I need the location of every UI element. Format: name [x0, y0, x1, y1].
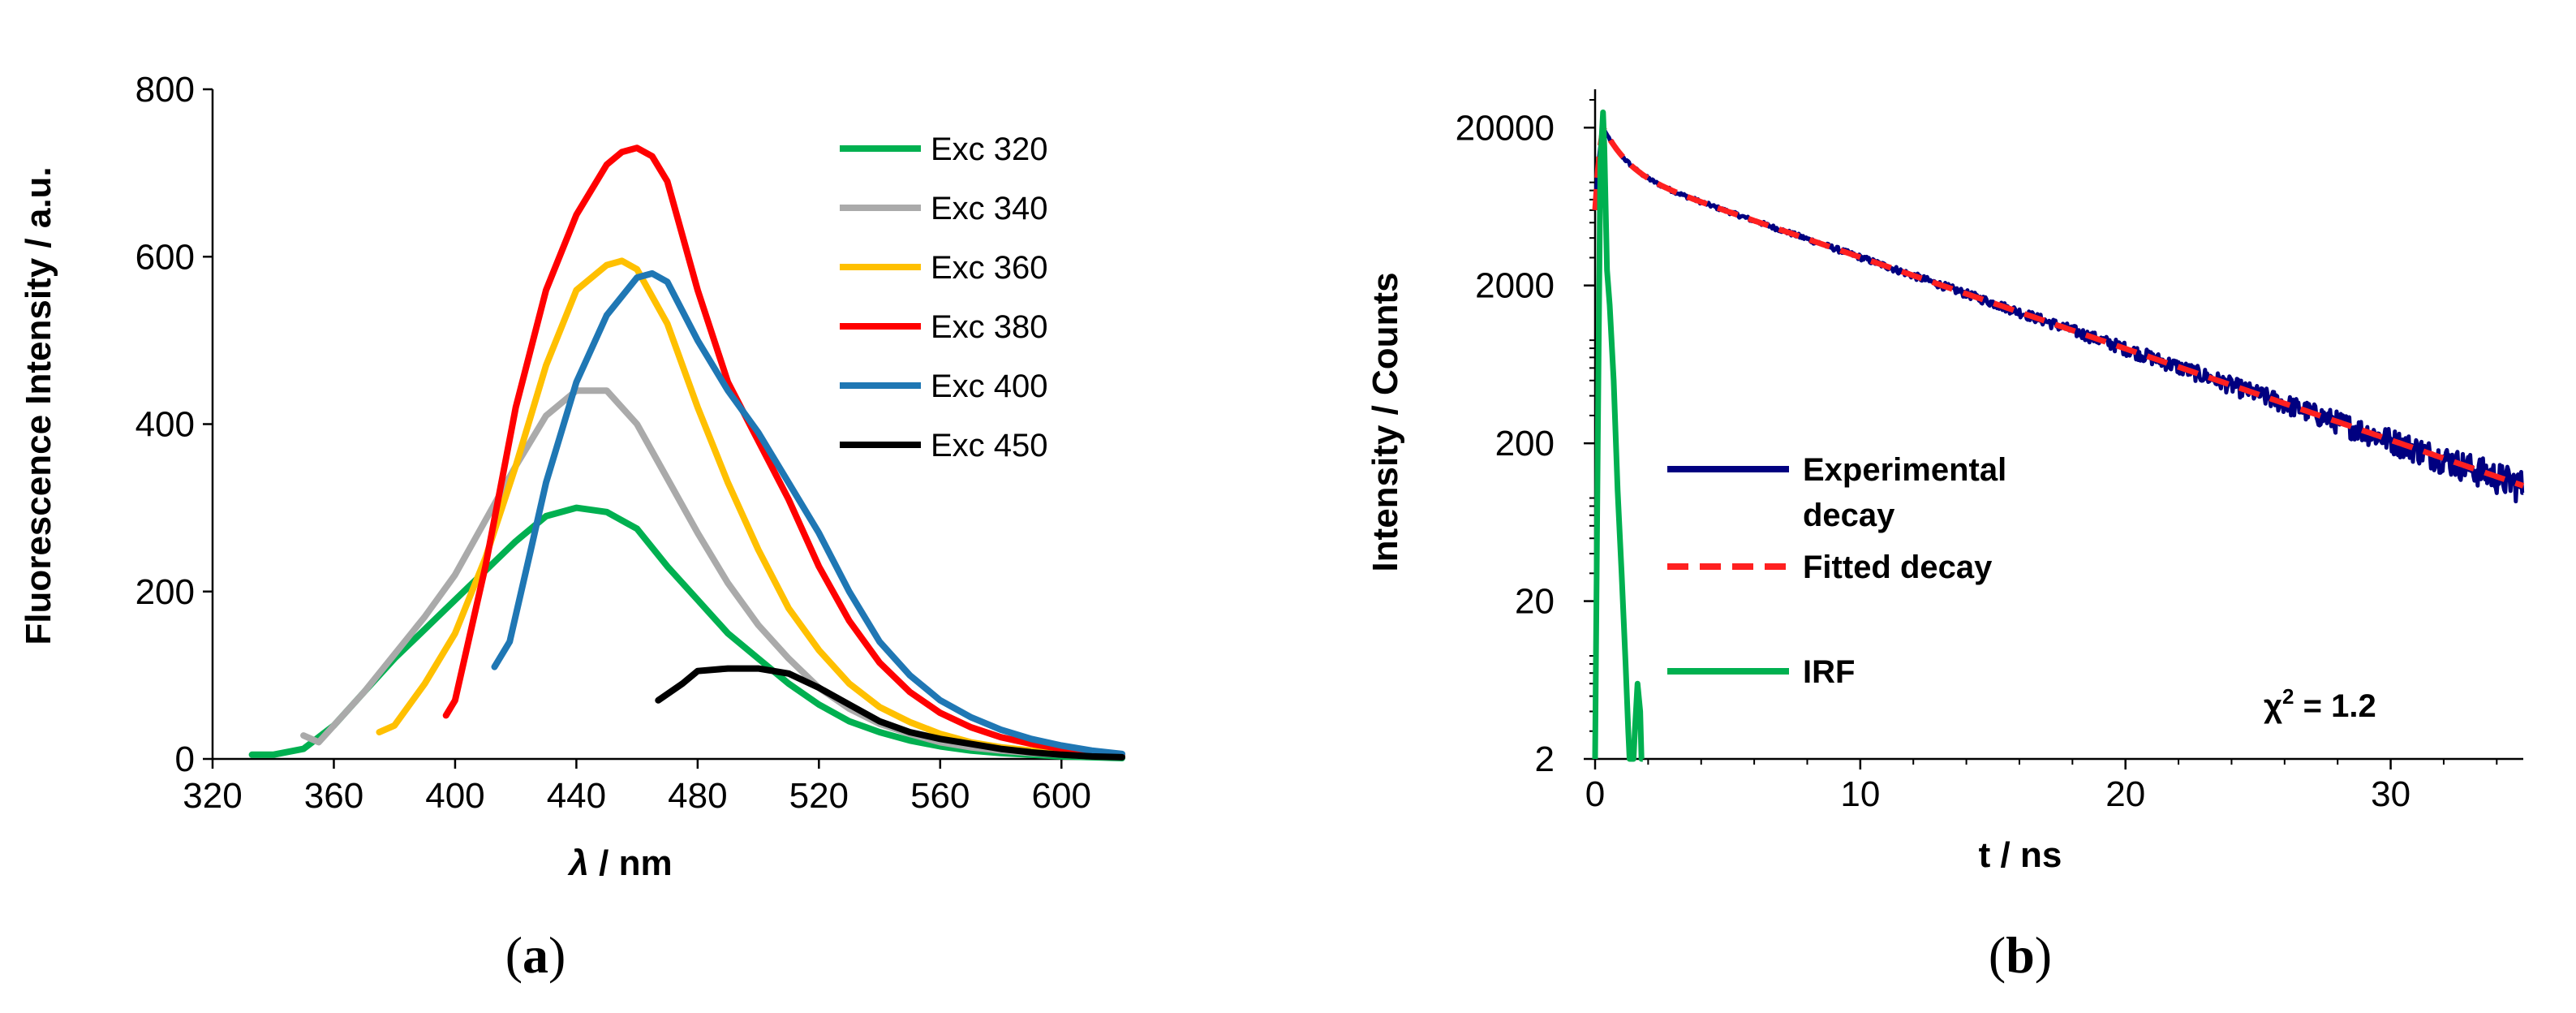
- legend-label-exc-450: Exc 450: [931, 428, 1048, 463]
- panel-a-y-tick-label: 800: [135, 70, 195, 110]
- series-line-exc-320: [248, 504, 1125, 761]
- legend-label-experimental: Experimental: [1803, 452, 2006, 488]
- panel-a-x-axis-unit: / nm: [589, 843, 673, 883]
- series-line-exc-400: [491, 269, 1125, 757]
- legend-label-exc-340: Exc 340: [931, 191, 1048, 226]
- series-line-exc-450: [655, 665, 1125, 761]
- legend-label-fitted-decay: Fitted decay: [1803, 550, 1993, 585]
- panel-a-legend: Exc 320 Exc 340 Exc 360 Exc 380 Exc 400 Exc 4…: [840, 131, 1048, 463]
- panel-b-letter: b: [2006, 926, 2035, 984]
- panel-b-y-tick-label: 20000: [1456, 108, 1555, 148]
- panel-b-label: (b): [1989, 926, 2052, 984]
- legend-label-exc-380: Exc 380: [931, 309, 1048, 345]
- legend-label-exc-360: Exc 360: [931, 250, 1048, 286]
- panel-a-x-tick-label: 440: [547, 776, 606, 816]
- panel-b-x-axis-title: t / ns: [1979, 835, 2062, 875]
- panel-a-x-tick-label: 520: [789, 776, 849, 816]
- panel-b-y-tick-label: 2000: [1475, 266, 1555, 306]
- panel-a-y-axis-title: Fluorescence Intensity / a.u.: [19, 166, 58, 644]
- panel-a-x-tick-label: 400: [425, 776, 484, 816]
- panel-a-y-tick-label: 0: [175, 739, 195, 779]
- panel-a-x-tick-label: 320: [183, 776, 242, 816]
- panel-b-y-tick-label: 20: [1515, 582, 1555, 622]
- panel-b-y-axis-title: Intensity / Counts: [1365, 272, 1405, 571]
- panel-a-x-tick-label: 560: [910, 776, 970, 816]
- panel-a-y-tick-label: 600: [135, 237, 195, 277]
- panel-b-chart: 2 20 200 2000 20000 0 10 20 30 Experimental decay…: [1365, 89, 2525, 984]
- legend-label-experimental-line2: decay: [1803, 498, 1895, 533]
- panel-b-axes: 2 20 200 2000 20000 0 10 20 30: [1456, 89, 2523, 814]
- panel-a-chart: 0 200 400 600 800 320 360 400 440 480 520 560 600 Ex…: [19, 70, 1125, 984]
- panel-a-axes: 0 200 400 600 800 320 360 400 440 480 520 560 600: [135, 70, 1122, 816]
- panel-a-y-tick-label: 200: [135, 572, 195, 612]
- panel-b-x-tick-label: 30: [2371, 774, 2410, 814]
- panel-a-y-tick-label: 400: [135, 405, 195, 445]
- panel-b-y-tick-label: 200: [1495, 424, 1555, 463]
- panel-a-x-tick-label: 600: [1032, 776, 1091, 816]
- panel-a-x-axis-symbol: λ: [567, 843, 588, 883]
- series-line-fitted-decay: [1592, 124, 2525, 489]
- panel-a-series: [248, 144, 1125, 761]
- legend-label-exc-320: Exc 320: [931, 131, 1048, 167]
- panel-b-x-tick-label: 20: [2105, 774, 2145, 814]
- panel-a-letter: a: [523, 926, 548, 984]
- panel-b-legend: Experimental decay Fitted decay IRF: [1667, 452, 2006, 690]
- panel-a-x-tick-label: 480: [668, 776, 727, 816]
- panel-a-x-tick-label: 360: [304, 776, 363, 816]
- panel-b-y-tick-label: 2: [1535, 739, 1555, 779]
- panel-b-series: [1592, 109, 2525, 762]
- panel-a-label: (a): [505, 926, 566, 984]
- series-line-experimental: [1593, 127, 2525, 504]
- legend-label-irf: IRF: [1803, 654, 1855, 690]
- panel-b-x-tick-label: 0: [1585, 774, 1605, 814]
- panel-b-chi-square-annotation: χ2 = 1.2: [2264, 684, 2376, 724]
- legend-label-exc-400: Exc 400: [931, 369, 1048, 404]
- series-line-irf: [1592, 109, 1645, 762]
- panel-b-x-tick-label: 10: [1840, 774, 1880, 814]
- panel-a-x-axis-title: λ / nm: [567, 843, 672, 883]
